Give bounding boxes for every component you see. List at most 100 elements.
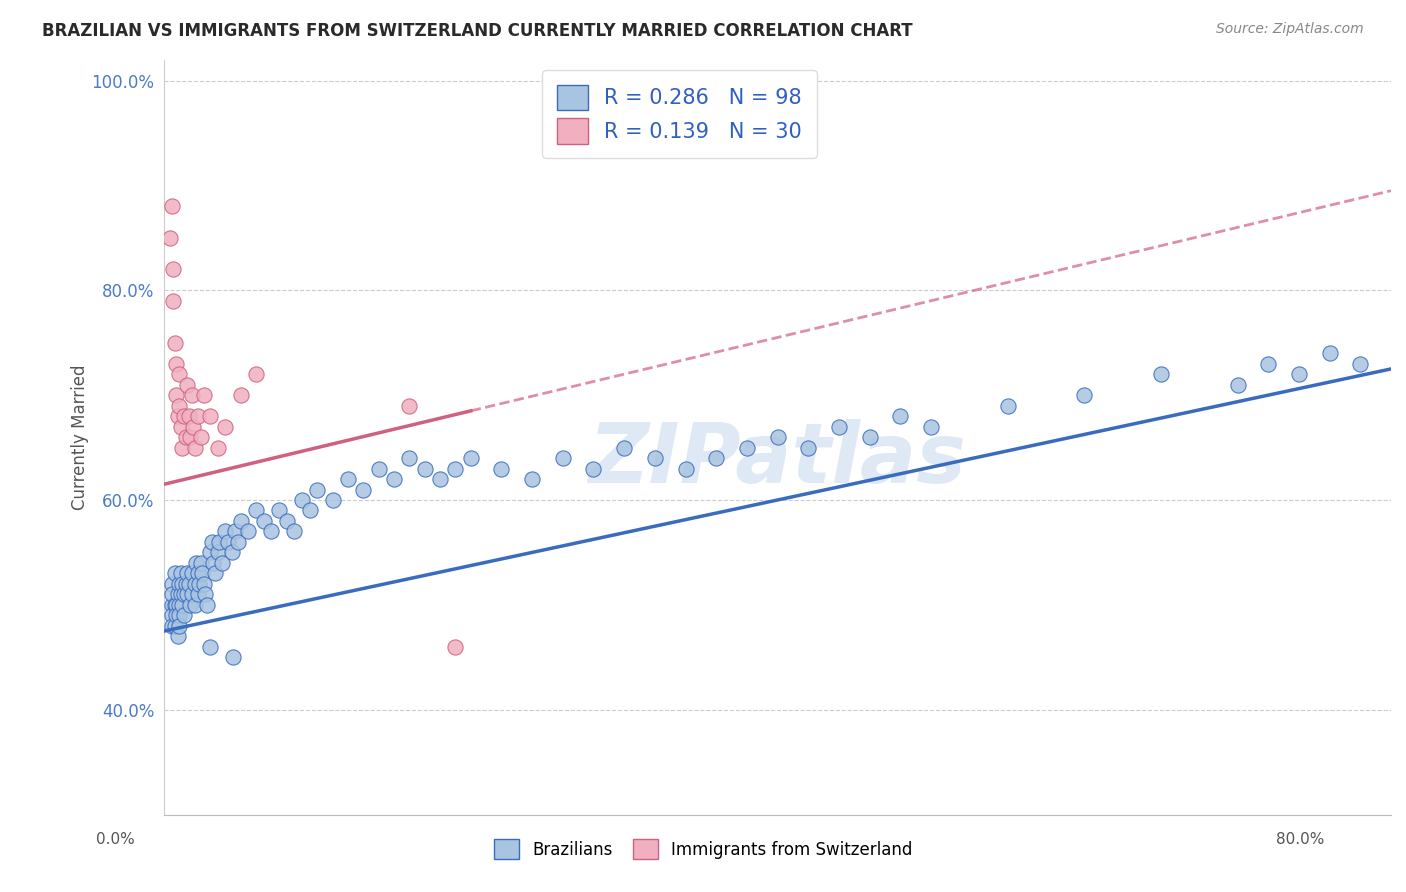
Point	[491, 461, 513, 475]
Point	[181, 419, 204, 434]
Point	[191, 566, 214, 581]
Point	[184, 598, 207, 612]
Point	[169, 619, 191, 633]
Point	[172, 598, 194, 612]
Point	[172, 441, 194, 455]
Point	[177, 409, 200, 423]
Point	[179, 430, 201, 444]
Point	[198, 409, 221, 423]
Point	[444, 461, 467, 475]
Point	[307, 483, 329, 497]
Point	[193, 577, 215, 591]
Point	[520, 472, 543, 486]
Text: BRAZILIAN VS IMMIGRANTS FROM SWITZERLAND CURRENTLY MARRIED CORRELATION CHART: BRAZILIAN VS IMMIGRANTS FROM SWITZERLAND…	[42, 22, 912, 40]
Point	[211, 556, 233, 570]
Point	[1350, 357, 1372, 371]
Point	[613, 441, 636, 455]
Point	[276, 514, 298, 528]
Point	[675, 461, 697, 475]
Point	[190, 556, 212, 570]
Point	[160, 587, 183, 601]
Point	[198, 640, 221, 654]
Point	[858, 430, 880, 444]
Point	[169, 577, 191, 591]
Point	[429, 472, 451, 486]
Point	[398, 451, 420, 466]
Point	[207, 545, 229, 559]
Point	[735, 441, 758, 455]
Point	[160, 608, 183, 623]
Point	[167, 409, 190, 423]
Point	[169, 367, 191, 381]
Point	[1073, 388, 1095, 402]
Point	[188, 577, 211, 591]
Point	[551, 451, 574, 466]
Point	[221, 545, 243, 559]
Point	[222, 650, 245, 665]
Point	[1150, 367, 1173, 381]
Point	[218, 535, 240, 549]
Y-axis label: Currently Married: Currently Married	[72, 364, 89, 510]
Point	[224, 524, 246, 539]
Point	[174, 577, 197, 591]
Point	[889, 409, 911, 423]
Point	[298, 503, 321, 517]
Point	[208, 535, 231, 549]
Point	[582, 461, 605, 475]
Text: 80.0%: 80.0%	[1277, 832, 1324, 847]
Point	[413, 461, 436, 475]
Point	[169, 598, 191, 612]
Point	[163, 598, 186, 612]
Point	[163, 566, 186, 581]
Point	[176, 587, 198, 601]
Point	[187, 566, 209, 581]
Point	[214, 524, 236, 539]
Point	[190, 430, 212, 444]
Point	[269, 503, 291, 517]
Point	[176, 377, 198, 392]
Point	[367, 461, 389, 475]
Point	[170, 587, 193, 601]
Point	[165, 608, 187, 623]
Point	[766, 430, 789, 444]
Point	[167, 629, 190, 643]
Point	[160, 577, 183, 591]
Point	[238, 524, 260, 539]
Point	[1319, 346, 1341, 360]
Point	[253, 514, 276, 528]
Point	[169, 608, 191, 623]
Point	[184, 441, 207, 455]
Text: Source: ZipAtlas.com: Source: ZipAtlas.com	[1216, 22, 1364, 37]
Point	[444, 640, 467, 654]
Point	[997, 399, 1019, 413]
Point	[169, 399, 191, 413]
Point	[184, 577, 207, 591]
Point	[193, 388, 215, 402]
Point	[797, 441, 820, 455]
Point	[198, 545, 221, 559]
Point	[1226, 377, 1249, 392]
Point	[163, 335, 186, 350]
Point	[165, 598, 187, 612]
Point	[1288, 367, 1310, 381]
Point	[180, 388, 202, 402]
Text: ZIPatlas: ZIPatlas	[589, 419, 966, 500]
Point	[160, 619, 183, 633]
Point	[172, 577, 194, 591]
Point	[1257, 357, 1279, 371]
Point	[170, 566, 193, 581]
Point	[167, 587, 190, 601]
Point	[260, 524, 283, 539]
Point	[704, 451, 727, 466]
Point	[165, 357, 187, 371]
Point	[214, 419, 236, 434]
Point	[352, 483, 374, 497]
Point	[180, 587, 202, 601]
Point	[204, 566, 226, 581]
Point	[162, 293, 184, 308]
Point	[245, 367, 267, 381]
Point	[162, 262, 184, 277]
Point	[382, 472, 405, 486]
Point	[460, 451, 482, 466]
Point	[283, 524, 305, 539]
